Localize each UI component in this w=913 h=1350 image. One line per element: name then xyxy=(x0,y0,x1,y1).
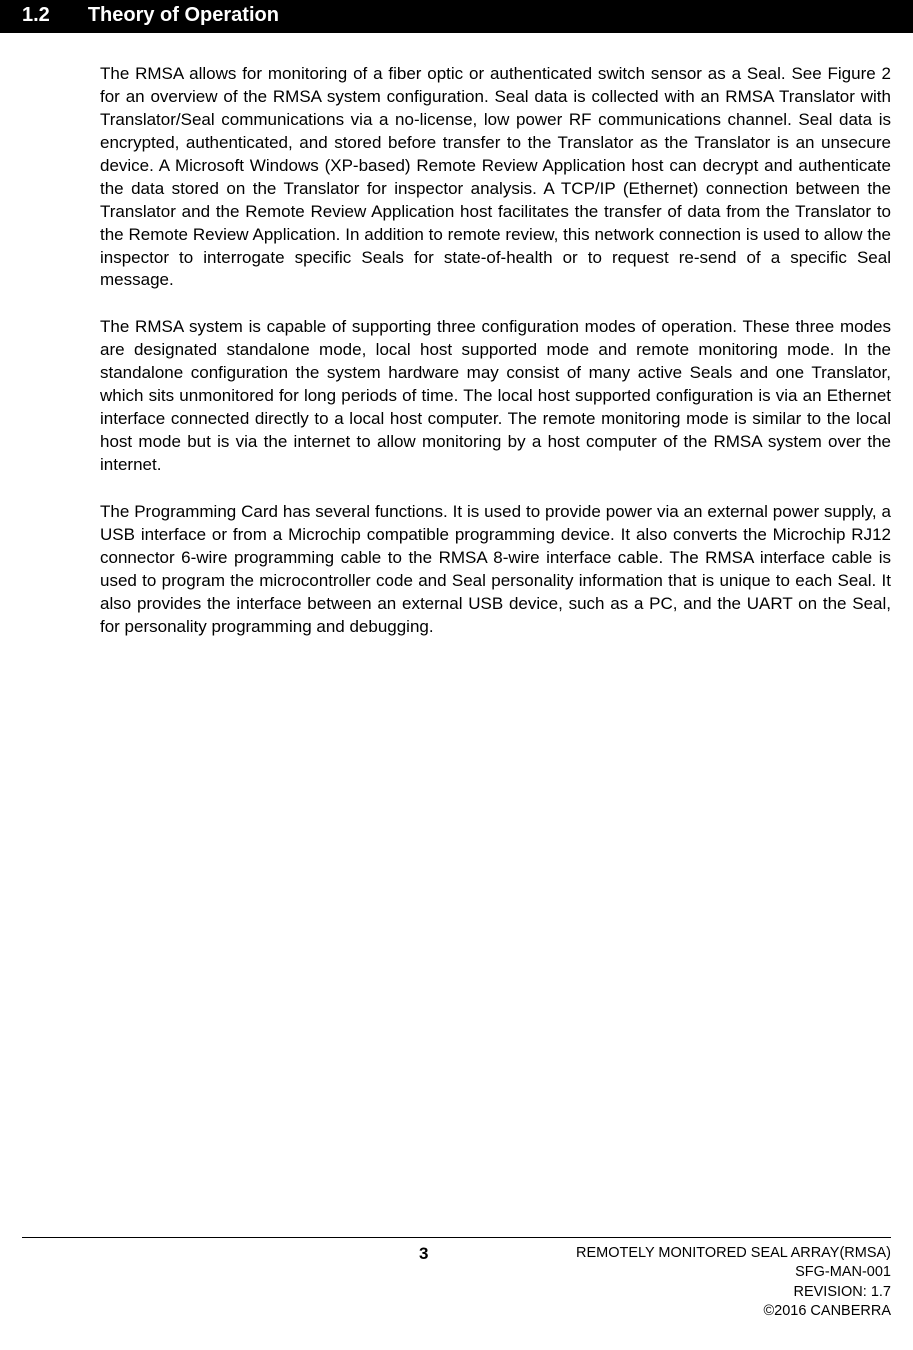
paragraph-3: The Programming Card has several functio… xyxy=(100,501,891,639)
footer-row: 3 REMOTELY MONITORED SEAL ARRAY(RMSA) SF… xyxy=(22,1244,891,1322)
paragraph-2: The RMSA system is capable of supporting… xyxy=(100,316,891,477)
paragraph-1: The RMSA allows for monitoring of a fibe… xyxy=(100,63,891,292)
footer-doc-id: SFG-MAN-001 xyxy=(457,1263,892,1283)
content-area: The RMSA allows for monitoring of a fibe… xyxy=(0,33,913,639)
section-number: 1.2 xyxy=(22,4,50,27)
section-header: 1.2 Theory of Operation xyxy=(0,0,913,33)
footer-meta: REMOTELY MONITORED SEAL ARRAY(RMSA) SFG-… xyxy=(457,1244,892,1322)
footer-revision: REVISION: 1.7 xyxy=(457,1283,892,1303)
page-number: 3 xyxy=(22,1244,457,1264)
footer-rule xyxy=(22,1237,891,1238)
section-title: Theory of Operation xyxy=(88,4,279,27)
page-footer: 3 REMOTELY MONITORED SEAL ARRAY(RMSA) SF… xyxy=(0,1237,913,1322)
footer-copyright: ©2016 CANBERRA xyxy=(457,1302,892,1322)
footer-doc-title: REMOTELY MONITORED SEAL ARRAY(RMSA) xyxy=(457,1244,892,1264)
